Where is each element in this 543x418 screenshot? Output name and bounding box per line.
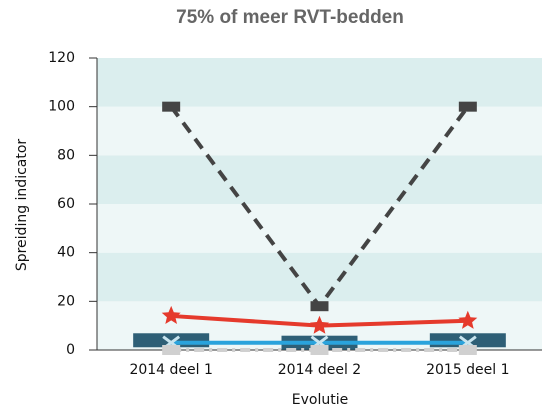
x-tick-label: 2014 deel 1 [129,362,212,378]
y-tick-label: 100 [48,99,75,115]
marker [310,315,329,334]
y-tick-label: 60 [57,196,75,212]
x-tick-label: 2014 deel 2 [278,362,361,378]
marker [458,310,478,329]
marker [161,305,181,324]
plot-band [97,58,542,107]
marker [162,345,181,355]
y-tick-label: 20 [57,293,75,309]
plot-band [97,252,542,302]
marker [458,345,477,355]
marker [310,345,329,355]
plot-band [97,204,542,253]
plot-band [97,106,542,156]
y-axis-label: Spreiding indicator [14,139,30,272]
x-tick-label: 2015 deel 1 [426,362,509,378]
x-axis-label: Evolutie [292,392,348,408]
marker [310,301,329,312]
marker [162,101,181,112]
y-tick-label: 0 [66,342,75,358]
plot-band [97,155,542,204]
chart-title: 75% of meer RVT-bedden [176,7,404,28]
y-tick-label: 40 [57,245,75,261]
y-tick-label: 120 [48,50,75,66]
y-tick-label: 80 [57,147,75,163]
marker [458,101,477,112]
